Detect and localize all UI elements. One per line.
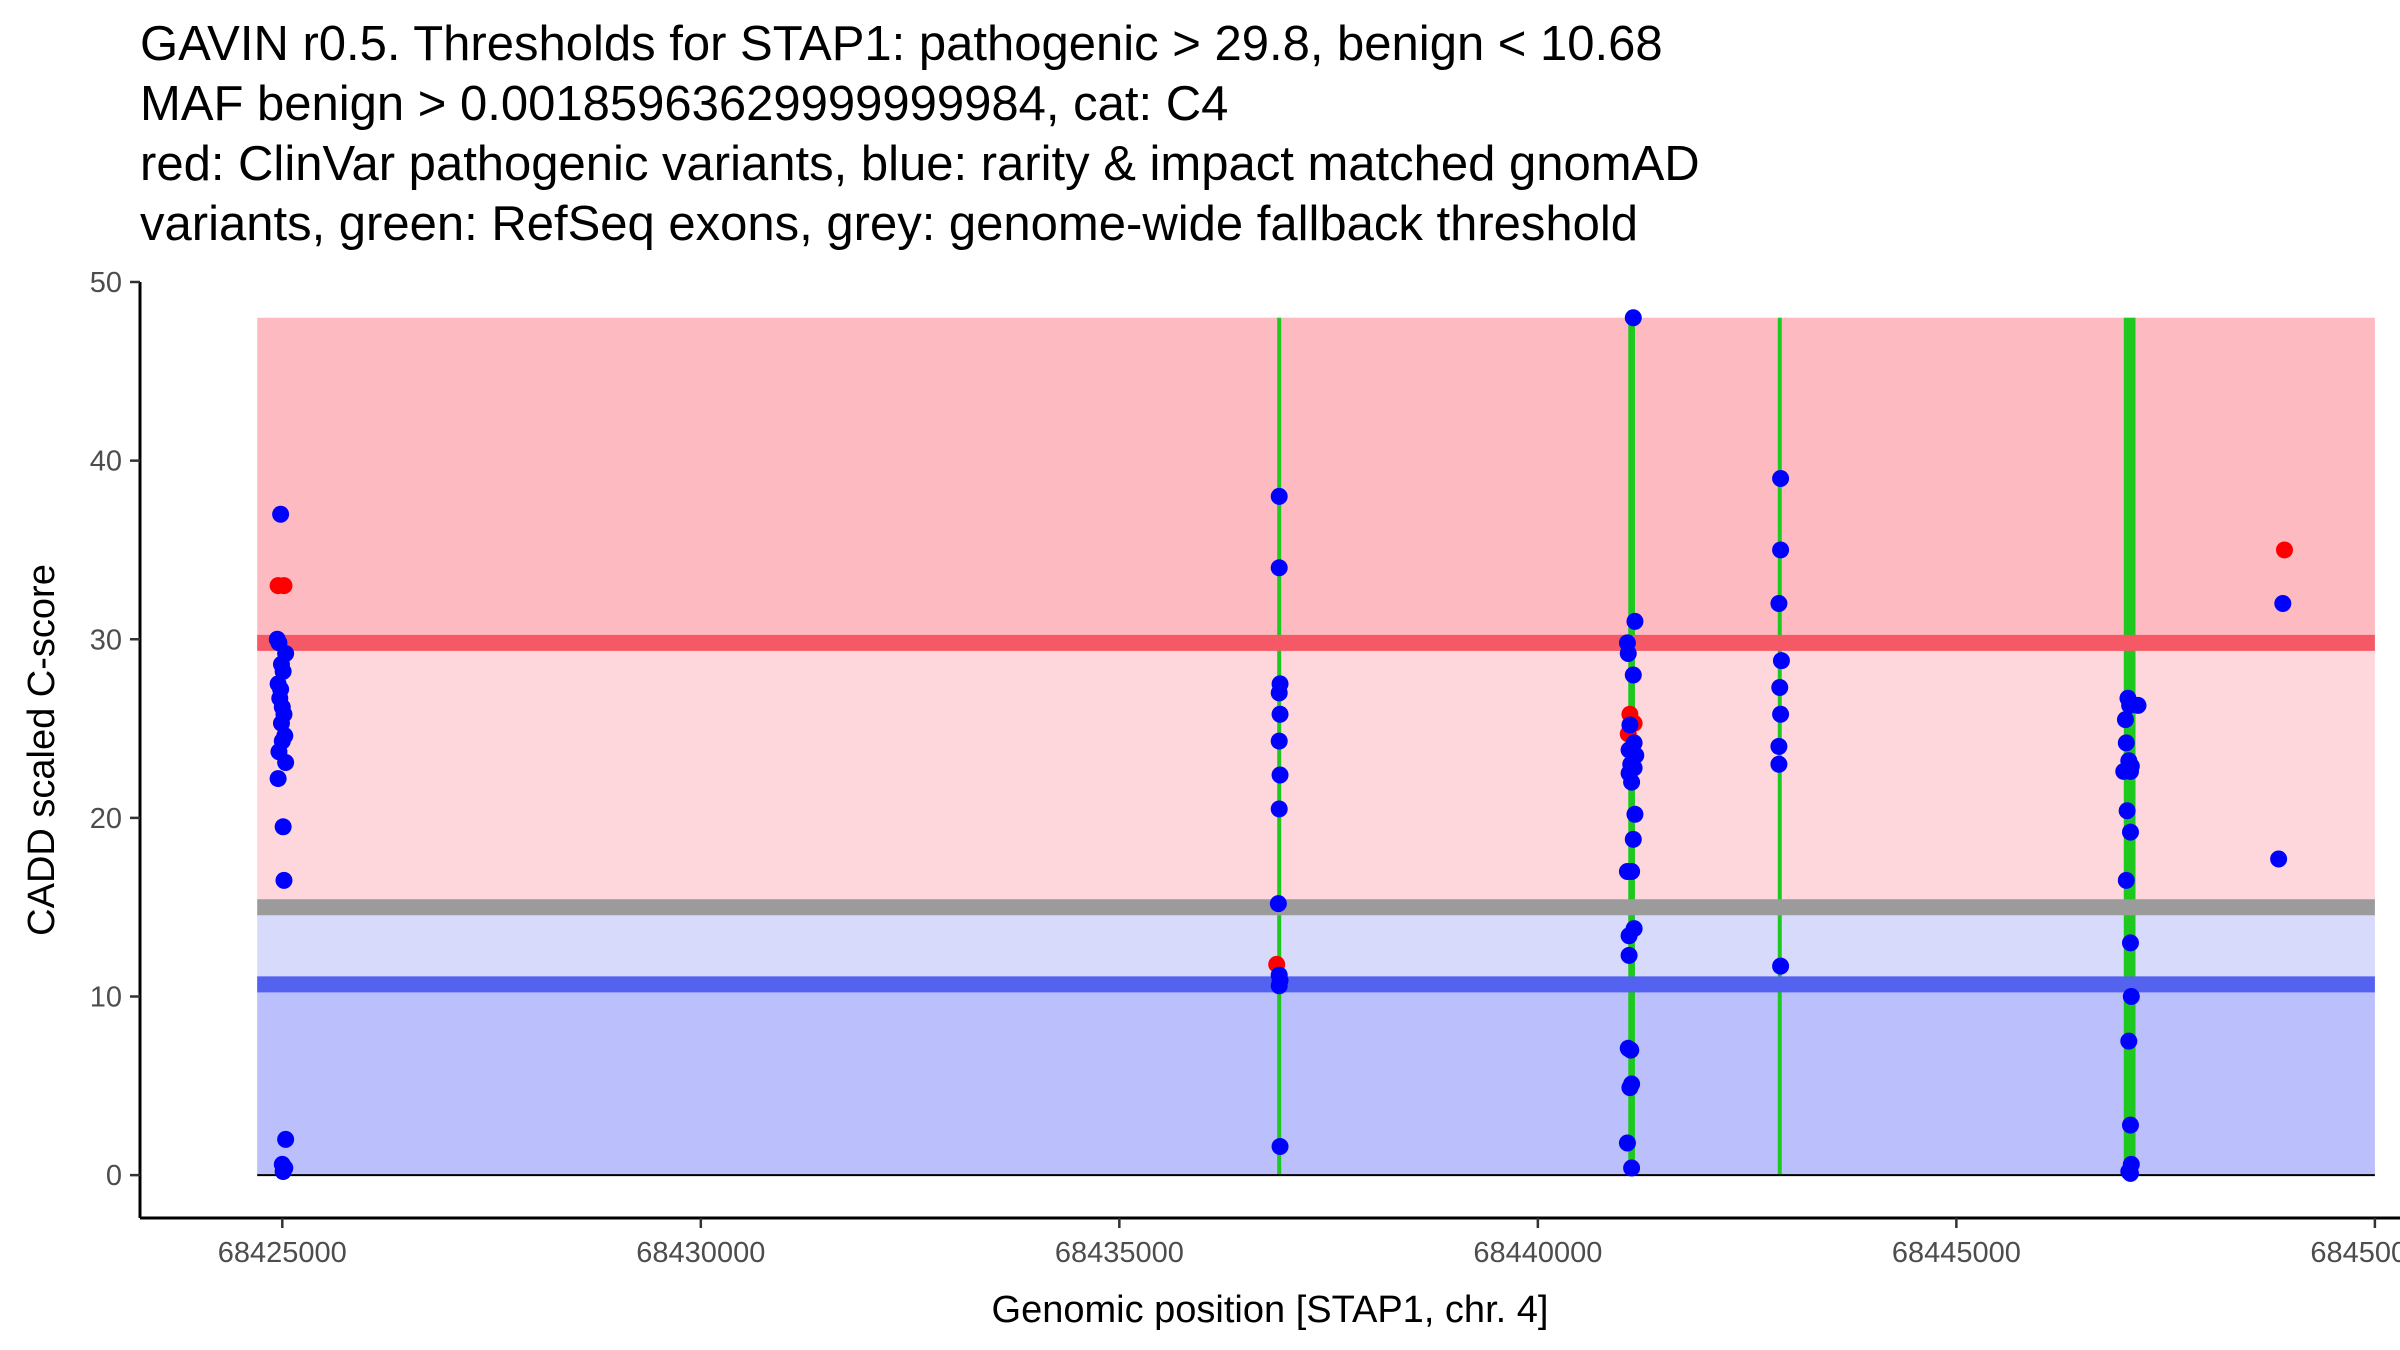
x-tick-label: 68450000 xyxy=(2310,1237,2400,1269)
y-tick-label: 0 xyxy=(106,1160,122,1192)
gnomad-point xyxy=(1270,977,1288,995)
x-axis-label: Genomic position [STAP1, chr. 4] xyxy=(992,1289,1549,1331)
x-tick-label: 68430000 xyxy=(636,1237,765,1269)
gnomad-point xyxy=(1624,309,1642,327)
gnomad-point xyxy=(2116,711,2134,729)
clinvar-point xyxy=(2275,541,2293,559)
gnomad-point xyxy=(1270,487,1288,505)
chart-title: GAVIN r0.5. Thresholds for STAP1: pathog… xyxy=(140,14,1700,254)
y-tick-label: 50 xyxy=(90,267,122,299)
gnomad-point xyxy=(1622,1041,1640,1059)
y-tick-label: 30 xyxy=(90,624,122,656)
pathogenic-region xyxy=(257,317,2375,643)
gnomad-point xyxy=(1623,773,1641,791)
gnomad-point xyxy=(1623,1159,1641,1177)
gnomad-point xyxy=(2121,762,2139,780)
gnomad-point xyxy=(2120,1032,2138,1050)
title-line-3: red: ClinVar pathogenic variants, blue: … xyxy=(140,137,1700,191)
axes: 0 10 20 30 40 50 68425000 68430000 68435000 68440… xyxy=(90,267,2400,1269)
gnomad-point xyxy=(277,754,295,772)
gnomad-point xyxy=(1623,862,1641,880)
gnomad-point xyxy=(1271,766,1289,784)
x-tick-label: 68435000 xyxy=(1055,1237,1184,1269)
y-tick-label: 20 xyxy=(90,803,122,835)
gnomad-point xyxy=(1270,800,1288,818)
gnomad-point xyxy=(1621,1079,1639,1097)
gnomad-point xyxy=(1626,805,1644,823)
gnomad-point xyxy=(1772,957,1790,975)
y-tick-label: 10 xyxy=(90,982,122,1014)
gnomad-point xyxy=(275,871,293,889)
x-tick-label: 68445000 xyxy=(1892,1237,2021,1269)
benign-region xyxy=(257,984,2375,1176)
gnomad-point xyxy=(2121,823,2139,841)
y-tick-label: 40 xyxy=(90,446,122,478)
gnomad-point xyxy=(1772,469,1790,487)
gnomad-point xyxy=(1624,830,1642,848)
x-tick-label: 68440000 xyxy=(1473,1237,1602,1269)
gnomad-point xyxy=(2274,595,2292,613)
gnomad-point xyxy=(269,770,287,788)
gnomad-point xyxy=(1772,705,1790,723)
title-line-4: variants, green: RefSeq exons, grey: gen… xyxy=(140,197,1639,251)
gnomad-point xyxy=(1270,732,1288,750)
gnomad-point xyxy=(1772,541,1790,559)
gnomad-point xyxy=(1619,645,1637,663)
gnomad-point xyxy=(272,505,290,523)
gnomad-point xyxy=(1269,895,1287,913)
gnomad-point xyxy=(2122,988,2140,1006)
gnomad-point xyxy=(2117,734,2135,752)
gnomad-point xyxy=(1618,1134,1636,1152)
y-axis-label: CADD scaled C-score xyxy=(21,564,63,936)
threshold-regions xyxy=(257,317,2375,1176)
gnomad-point xyxy=(2117,871,2135,889)
gnomad-point xyxy=(277,1130,295,1148)
gnomad-point xyxy=(2121,696,2139,714)
gnomad-point xyxy=(1620,946,1638,964)
intermediate-region xyxy=(257,642,2375,908)
gnomad-point xyxy=(1271,1138,1289,1156)
gnomad-point xyxy=(1626,612,1644,630)
gnomad-point xyxy=(1270,559,1288,577)
gnomad-point xyxy=(1621,716,1639,734)
gnomad-point xyxy=(1270,684,1288,702)
fallback-benign-region xyxy=(257,914,2375,985)
gnomad-point xyxy=(1770,755,1788,773)
x-tick-label: 68425000 xyxy=(218,1237,347,1269)
gnomad-point xyxy=(1771,678,1789,696)
clinvar-point xyxy=(275,577,293,595)
gnomad-point xyxy=(1620,927,1638,945)
gnomad-point xyxy=(2121,1116,2139,1134)
title-line-1: GAVIN r0.5. Thresholds for STAP1: pathog… xyxy=(140,17,1663,71)
gnomad-point xyxy=(1770,595,1788,613)
threshold-lines xyxy=(257,634,2375,1177)
gnomad-point xyxy=(2118,802,2136,820)
gnomad-point xyxy=(274,818,292,836)
data-points xyxy=(268,309,2293,1182)
gnomad-point xyxy=(2270,850,2288,868)
gnomad-point xyxy=(2121,934,2139,952)
gnomad-point xyxy=(1772,652,1790,670)
gnomad-point xyxy=(274,1163,292,1181)
gnomad-point xyxy=(1624,666,1642,684)
gnomad-point xyxy=(1271,705,1289,723)
gnomad-point xyxy=(2121,1164,2139,1182)
gnomad-point xyxy=(1770,737,1788,755)
title-line-2: MAF benign > 0.00185963629999999984, cat… xyxy=(140,77,1229,131)
